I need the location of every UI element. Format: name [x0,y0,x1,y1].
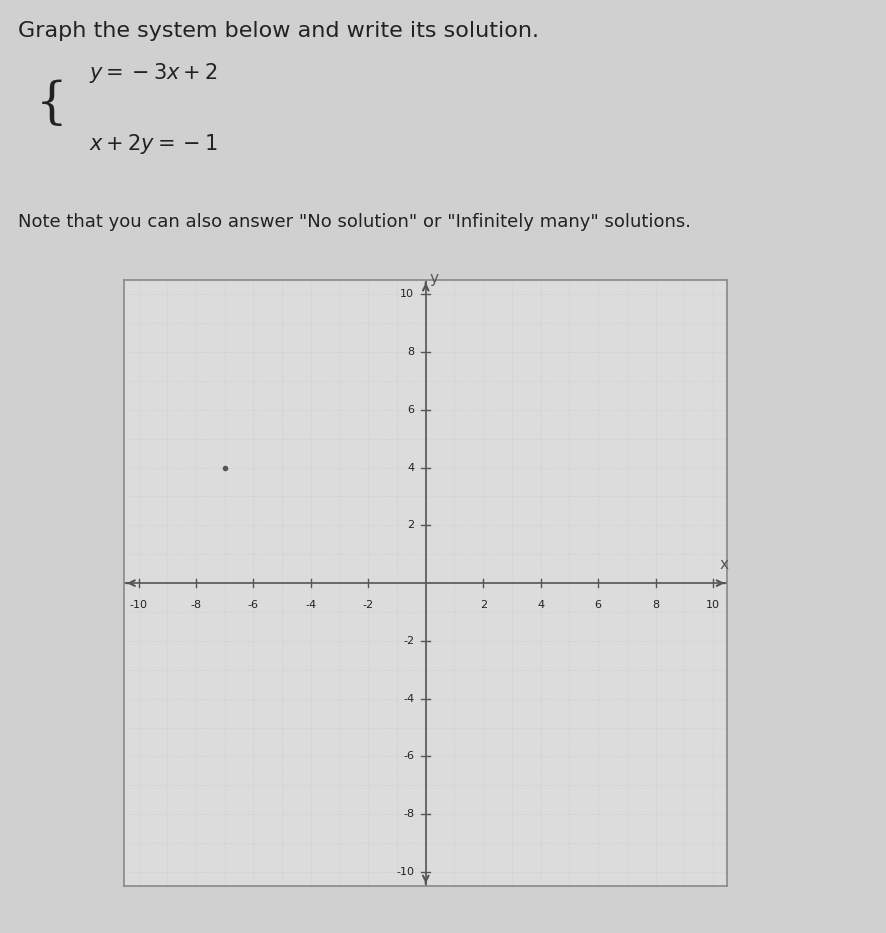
Text: 2: 2 [479,601,486,610]
Text: $x + 2y = -1$: $x + 2y = -1$ [89,132,217,156]
Text: -8: -8 [403,809,414,819]
Text: -6: -6 [248,601,259,610]
Text: 8: 8 [651,601,658,610]
Text: 6: 6 [594,601,601,610]
Text: 10: 10 [705,601,719,610]
Text: y: y [430,271,439,285]
Text: $y = -3x + 2$: $y = -3x + 2$ [89,62,217,85]
Text: 6: 6 [407,405,414,415]
Text: 4: 4 [407,463,414,473]
Text: x: x [719,557,728,572]
Text: -10: -10 [129,601,147,610]
Text: 10: 10 [400,289,414,299]
Text: -8: -8 [190,601,201,610]
Text: {: { [35,79,67,130]
Text: -2: -2 [403,636,414,646]
Text: -6: -6 [403,751,414,761]
Text: -2: -2 [362,601,374,610]
Text: 2: 2 [407,521,414,530]
Text: Graph the system below and write its solution.: Graph the system below and write its sol… [18,21,538,41]
Text: -10: -10 [396,867,414,877]
Text: -4: -4 [403,693,414,703]
Text: 8: 8 [407,347,414,357]
Text: -4: -4 [305,601,316,610]
Text: 4: 4 [537,601,544,610]
Text: Note that you can also answer "No solution" or "Infinitely many" solutions.: Note that you can also answer "No soluti… [18,213,690,231]
